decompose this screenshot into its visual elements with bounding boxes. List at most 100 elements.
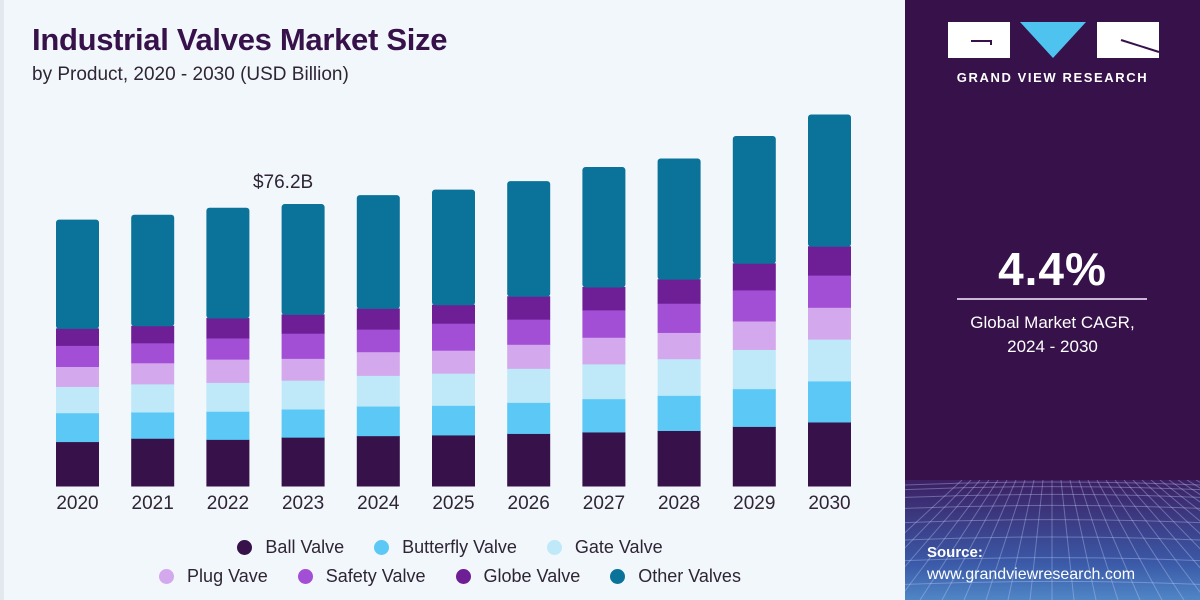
cagr-divider (957, 298, 1147, 300)
bar-segment-safety-valve-2029 (732, 289, 776, 322)
bar-segment-plug-vave-2023 (281, 358, 325, 381)
bar-segment-butterfly-valve-2028 (657, 395, 701, 431)
bar-segment-other-valves-2021 (131, 214, 175, 327)
x-tick-label: 2022 (207, 493, 249, 514)
bar-segment-gate-valve-2030 (808, 339, 851, 382)
bar-stack-2028 (657, 158, 701, 487)
bar-segment-other-valves-2022 (206, 207, 250, 319)
bar-segment-globe-valve-2026 (507, 296, 551, 320)
bar-stack-2022 (206, 207, 250, 487)
bar-segment-other-valves-2020 (56, 219, 99, 329)
bar-segment-safety-valve-2021 (131, 342, 175, 364)
bar-segment-plug-vave-2021 (131, 362, 175, 385)
cagr-value: 4.4% (998, 243, 1107, 295)
bar-segment-gate-valve-2021 (131, 383, 175, 413)
bar-segment-ball-valve-2026 (507, 433, 551, 487)
bar-stack-2030 (808, 114, 851, 487)
legend-label: Ball Valve (265, 537, 345, 557)
bar-segment-ball-valve-2028 (657, 430, 701, 487)
bar-segment-other-valves-2030 (808, 114, 851, 247)
legend-dot-icon (455, 569, 471, 584)
bar-segment-other-valves-2024 (356, 195, 400, 309)
legend-label: Globe Valve (483, 566, 581, 586)
x-tick-label: 2020 (56, 493, 98, 514)
legend-item-ball-valve: Ball Valve (237, 537, 344, 558)
bar-segment-gate-valve-2023 (281, 380, 325, 410)
bar-stack-2021 (131, 214, 175, 487)
bar-segment-ball-valve-2021 (131, 438, 175, 487)
legend-item-other-valves: Other Valves (610, 566, 741, 587)
bar-segment-butterfly-valve-2023 (281, 409, 325, 438)
legend-row-1: Ball Valve Butterfly Valve Gate Valve (0, 537, 900, 558)
bar-segment-plug-vave-2027 (582, 337, 626, 365)
legend-item-safety-valve: Safety Valve (297, 566, 426, 587)
bar-segment-globe-valve-2029 (732, 263, 776, 291)
bar-segment-butterfly-valve-2024 (356, 406, 400, 437)
bar-segment-plug-vave-2029 (732, 320, 776, 350)
bar-segment-safety-valve-2030 (808, 275, 851, 308)
bar-segment-butterfly-valve-2026 (507, 402, 551, 434)
x-tick-label: 2029 (733, 493, 775, 514)
stacked-bar-chart: 2020 2021 2022 2023 $76.2B 2024 2025 2026 2027 20… (56, 114, 851, 514)
bar-segment-ball-valve-2025 (432, 434, 475, 487)
bar-stack-2023 (281, 204, 325, 487)
bar-segment-gate-valve-2028 (657, 358, 701, 396)
legend-item-globe-valve: Globe Valve (455, 566, 581, 587)
bar-segment-globe-valve-2030 (808, 246, 851, 276)
x-tick-label: 2025 (432, 493, 474, 514)
bar-stack-2026 (507, 181, 551, 487)
bar-segment-other-valves-2026 (507, 181, 551, 297)
x-tick-label: 2027 (583, 493, 625, 514)
data-label-annotation: $76.2B (253, 172, 313, 193)
legend-item-plug-valve: Plug Vave (159, 566, 268, 587)
bar-segment-other-valves-2025 (432, 189, 475, 306)
cagr-label-line-2: 2024 - 2030 (1007, 337, 1098, 356)
bar-segment-ball-valve-2027 (582, 431, 626, 487)
x-tick-label: 2030 (808, 493, 850, 514)
legend-dot-icon (546, 540, 562, 555)
bar-segment-other-valves-2027 (582, 167, 626, 288)
page-left-border (0, 0, 4, 600)
legend-item-butterfly-valve: Butterfly Valve (374, 537, 517, 558)
x-tick-label: 2021 (132, 493, 174, 514)
bar-segment-gate-valve-2027 (582, 363, 626, 400)
bar-segment-safety-valve-2027 (582, 309, 626, 338)
bar-stack-2027 (582, 167, 626, 487)
chart-subtitle: by Product, 2020 - 2030 (USD Billion) (32, 64, 349, 85)
bar-segment-safety-valve-2028 (657, 303, 701, 333)
legend-dot-icon (374, 540, 390, 555)
bar-segment-globe-valve-2023 (281, 314, 325, 334)
bar-segment-globe-valve-2028 (657, 279, 701, 304)
bar-segment-plug-vave-2028 (657, 332, 701, 360)
bar-segment-other-valves-2023 (281, 204, 325, 315)
chart-title: Industrial Valves Market Size (32, 22, 448, 57)
bar-segment-safety-valve-2025 (432, 323, 475, 351)
bar-segment-ball-valve-2030 (808, 421, 851, 487)
bar-segment-globe-valve-2022 (206, 318, 250, 339)
x-tick-label: 2024 (357, 493, 400, 514)
brand-name: GRAND VIEW RESEARCH (956, 70, 1149, 85)
bar-stack-2024 (356, 195, 400, 487)
cagr-label: Global Market CAGR, 2024 - 2030 (905, 311, 1200, 359)
bar-segment-plug-vave-2026 (507, 344, 551, 369)
x-tick-label: 2028 (658, 493, 700, 514)
cagr-label-line-1: Global Market CAGR, (970, 313, 1135, 332)
bar-segment-plug-vave-2020 (56, 366, 99, 387)
legend-dot-icon (297, 569, 313, 584)
bar-segment-safety-valve-2023 (281, 333, 325, 359)
bar-segment-globe-valve-2020 (56, 328, 99, 346)
bar-segment-ball-valve-2023 (281, 437, 325, 487)
bar-segment-gate-valve-2026 (507, 368, 551, 403)
legend-label: Plug Vave (187, 566, 268, 586)
bar-segment-plug-vave-2024 (356, 351, 400, 376)
bar-segment-gate-valve-2022 (206, 382, 250, 412)
bar-segment-ball-valve-2022 (206, 439, 250, 487)
legend-dot-icon (237, 540, 253, 555)
source-link[interactable]: www.grandviewresearch.com (927, 566, 1136, 583)
x-tick-label: 2023 (282, 493, 324, 514)
bar-segment-gate-valve-2029 (732, 349, 776, 390)
source-label: Source: (927, 544, 983, 561)
bar-segment-plug-vave-2030 (808, 307, 851, 340)
bar-segment-safety-valve-2026 (507, 319, 551, 345)
bar-segment-gate-valve-2025 (432, 373, 475, 406)
